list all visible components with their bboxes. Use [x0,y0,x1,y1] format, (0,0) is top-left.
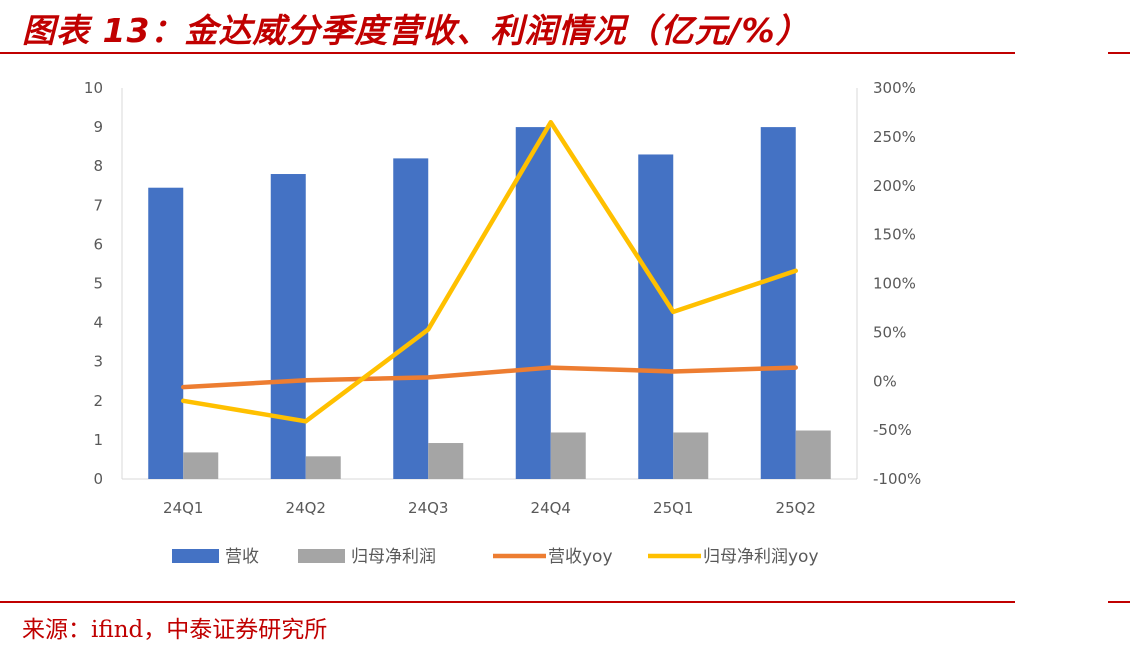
net-profit-bar [795,430,831,479]
right-axis-tick-label: 0% [873,372,897,390]
x-axis-tick-label: 24Q1 [163,499,203,517]
legend-revenue-swatch [172,549,219,563]
net-profit-yoy-line [181,119,798,424]
right-axis-tick-label: 100% [873,275,916,293]
revenue-bar [515,127,551,479]
x-axis-tick-label: 25Q1 [653,499,693,517]
legend-net-profit: 归母净利润 [298,547,436,567]
right-axis-tick-label: 150% [873,226,916,244]
revenue-bar [638,154,674,479]
source-divider-stub [1108,601,1130,603]
right-axis-tick-label: 300% [873,79,916,97]
right-axis-tick-label: -100% [873,470,921,488]
left-axis-tick-label: 5 [93,275,103,293]
net-profit-bar [305,456,341,479]
legend-net-profit-label: 归母净利润 [351,547,436,567]
right-axis-tick-label: 50% [873,323,906,341]
revenue-yoy-line [181,365,798,390]
legend-net-profit-yoy: 归母净利润yoy [648,547,819,567]
right-axis-tick-label: -50% [873,421,912,439]
left-axis-tick-label: 0 [93,470,103,488]
left-axis-tick-label: 10 [84,79,103,97]
net-profit-bar [673,432,709,479]
legend-net-profit-yoy-label: 归母净利润yoy [703,547,819,567]
source-note: 来源：ifind，中泰证券研究所 [22,617,328,643]
legend-revenue-label: 营收 [225,547,259,567]
net-profit-bar [550,432,586,479]
left-axis-tick-label: 8 [93,157,103,175]
x-axis-tick-label: 24Q4 [531,499,571,517]
figure-title: 图表 13：金达威分季度营收、利润情况（亿元/%） [22,11,810,50]
left-axis-tick-label: 6 [93,235,103,253]
source-divider [0,601,1015,603]
left-axis-tick-label: 4 [93,314,103,332]
net-profit-bar [428,443,464,479]
left-axis-tick-label: 1 [93,431,103,449]
revenue-bar [760,127,796,479]
x-axis-tick-label: 25Q2 [776,499,816,517]
revenue-bar [393,158,429,479]
revenue-bar [270,174,306,479]
right-axis-tick-label: 200% [873,177,916,195]
legend-net-profit-swatch [298,549,345,563]
legend-revenue: 营收 [172,547,259,567]
left-axis-tick-label: 3 [93,353,103,371]
left-axis-tick-label: 9 [93,118,103,136]
x-axis-tick-label: 24Q3 [408,499,448,517]
right-axis-tick-label: 250% [873,128,916,146]
title-divider-stub [1108,52,1130,54]
net-profit-bar [183,452,219,479]
combo-chart: 0 1 2 3 4 5 6 7 8 9 10 -100% -50% 0% 50% 100% 150% 200% 2… [84,79,921,567]
left-axis-tick-label: 7 [93,196,103,214]
revenue-bar [148,187,184,479]
left-axis-tick-label: 2 [93,392,103,410]
legend-revenue-yoy: 营收yoy [493,547,613,567]
title-divider [0,52,1015,54]
legend-revenue-yoy-label: 营收yoy [548,547,613,567]
x-axis-tick-label: 24Q2 [286,499,326,517]
